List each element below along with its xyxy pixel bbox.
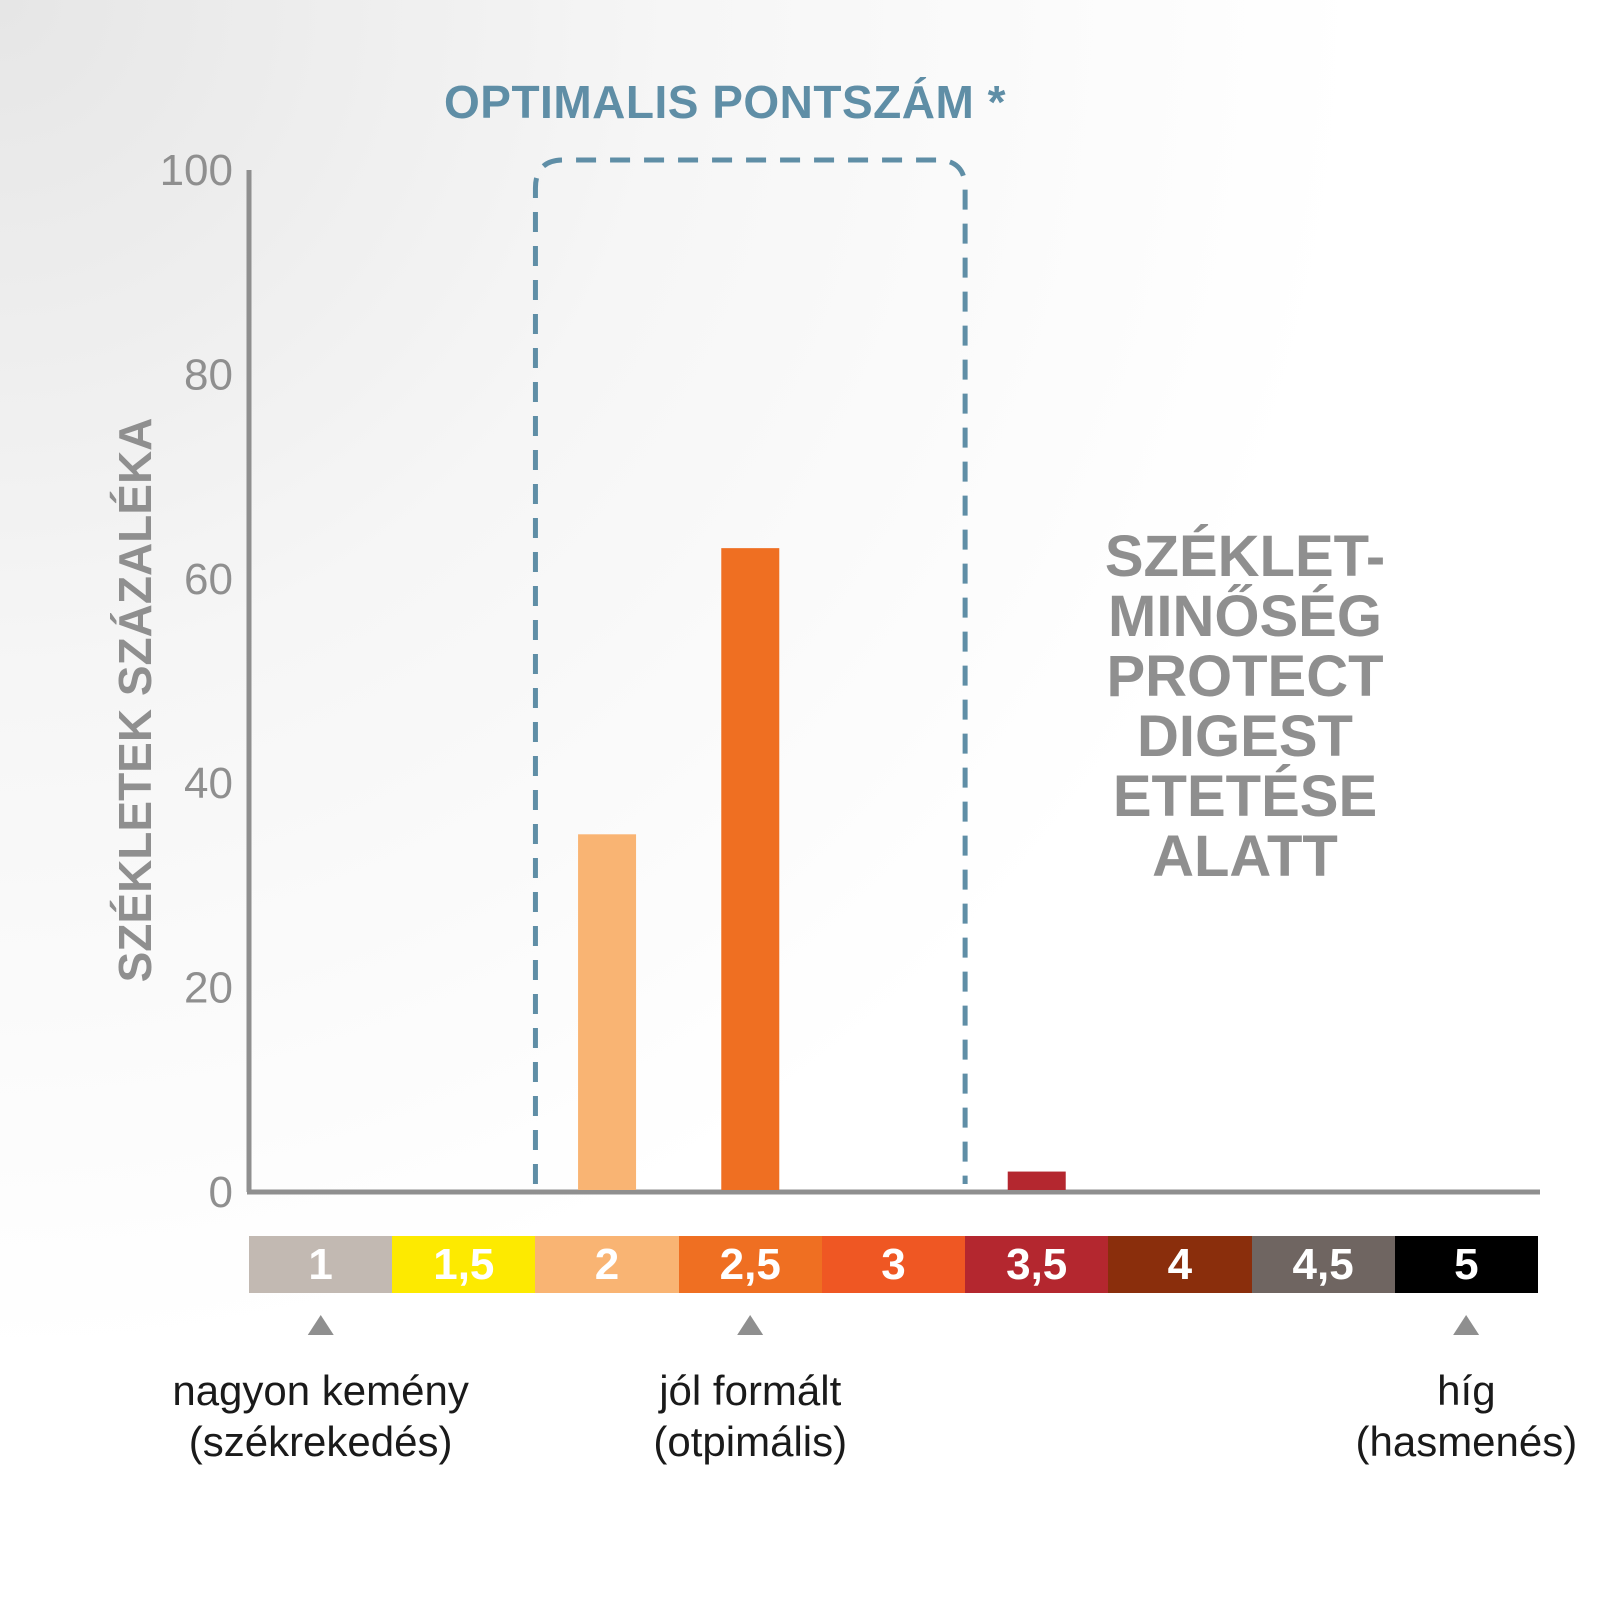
marker-label: jól formált (otpimális) [653, 1367, 848, 1465]
marker-label: nagyon kemény (székrekedés) [172, 1367, 469, 1465]
x-tick-label: 4 [1108, 1236, 1252, 1293]
y-axis-label: SZÉKLETEK SZÁZALÉKA [109, 417, 161, 983]
consistency-scale: 1 1,5 2 2,5 3 3,5 4 4,5 5 [249, 1236, 1538, 1293]
bar [1007, 1171, 1066, 1190]
y-tick-label: 60 [184, 555, 233, 604]
x-tick-label: 3 [821, 1236, 966, 1293]
triangle-up-icon [307, 1315, 334, 1335]
x-tick-label: 3,5 [965, 1236, 1109, 1293]
y-tick-label: 100 [160, 146, 233, 195]
triangle-up-icon [737, 1315, 764, 1335]
x-tick-label: 1 [249, 1236, 393, 1293]
y-tick-label: 20 [184, 964, 233, 1013]
y-tick-label: 40 [184, 759, 233, 808]
scale-marker: híg (hasmenés) [1355, 1315, 1577, 1467]
scale-marker: jól formált (otpimális) [653, 1315, 847, 1467]
scale-marker: nagyon kemény (székrekedés) [172, 1315, 469, 1467]
x-tick-label: 2 [535, 1236, 679, 1293]
x-tick-label: 1,5 [392, 1236, 536, 1293]
y-tick-label: 0 [209, 1168, 233, 1217]
x-tick-label: 5 [1394, 1236, 1538, 1293]
x-tick-label: 2,5 [678, 1236, 822, 1293]
bar [721, 548, 780, 1190]
marker-label: híg (hasmenés) [1355, 1367, 1578, 1465]
chart-annotation: SZÉKLET- MINŐSÉG PROTECT DIGEST ETETÉSE … [1104, 524, 1386, 889]
x-tick-label: 4,5 [1251, 1236, 1395, 1293]
triangle-up-icon [1453, 1315, 1480, 1335]
optimal-range-box [532, 157, 968, 1184]
chart-title: OPTIMALIS PONTSZÁM * [444, 76, 1006, 128]
y-tick-label: 80 [184, 350, 233, 399]
bar [578, 834, 637, 1190]
